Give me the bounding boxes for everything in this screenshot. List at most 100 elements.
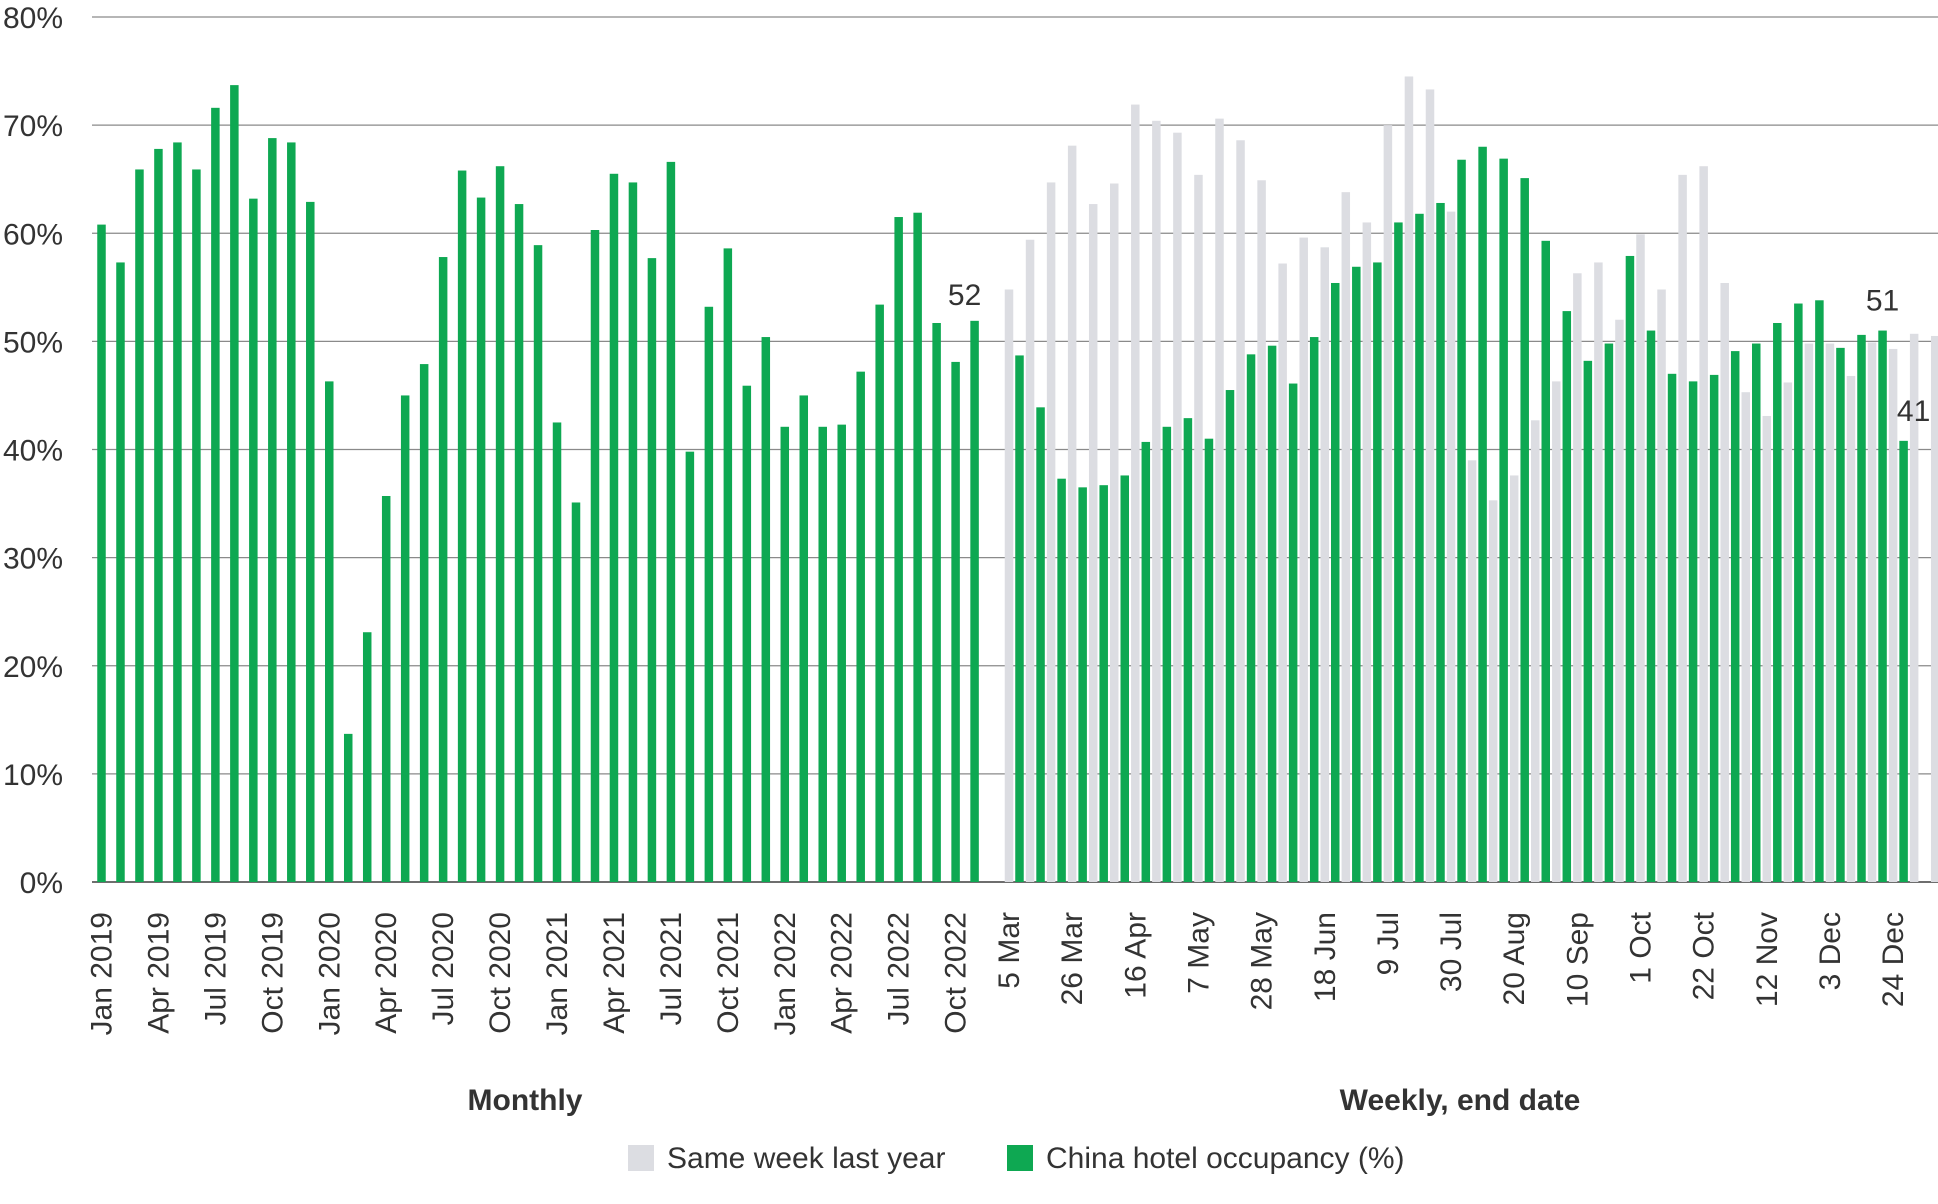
section-label-monthly: Monthly	[468, 1084, 583, 1117]
bar-weekly-last-year	[1362, 222, 1372, 882]
bar-weekly-occupancy	[1099, 485, 1108, 882]
bar-weekly-occupancy	[1583, 360, 1593, 882]
x-tick-label-weekly: 10 Sep	[1561, 912, 1594, 1007]
bar-monthly-occupancy	[780, 426, 790, 882]
bar-weekly-last-year	[1741, 392, 1750, 882]
bar-monthly-occupancy	[438, 257, 448, 883]
bar-weekly-last-year	[1720, 282, 1729, 882]
bar-weekly-occupancy	[1625, 255, 1635, 883]
bar-weekly-occupancy	[1373, 262, 1382, 883]
y-tick-label: 50%	[3, 326, 63, 359]
legend-label-occupancy: China hotel occupancy (%)	[1046, 1142, 1405, 1175]
bar-monthly-occupancy	[590, 230, 600, 883]
bar-weekly-last-year	[1573, 273, 1582, 883]
bar-monthly-occupancy	[381, 495, 391, 882]
legend: Same week last year China hotel occupanc…	[628, 1142, 1405, 1175]
bar-weekly-occupancy	[1520, 178, 1529, 882]
y-tick-label: 60%	[3, 218, 63, 251]
bar-weekly-last-year	[1467, 460, 1477, 882]
x-tick-label-monthly: Apr 2022	[826, 912, 859, 1034]
bar-weekly-last-year	[1804, 343, 1814, 883]
bar-weekly-last-year	[1341, 192, 1351, 883]
bar-monthly-occupancy	[723, 248, 733, 882]
bar-weekly-last-year	[1531, 420, 1540, 882]
bar-weekly-last-year	[1257, 180, 1266, 883]
x-tick-label-monthly: Jan 2021	[541, 912, 574, 1035]
bar-monthly-occupancy	[856, 371, 865, 882]
y-tick-label: 80%	[3, 2, 63, 35]
bar-monthly-occupancy	[325, 381, 334, 882]
bar-weekly-last-year	[1699, 166, 1708, 882]
legend-label-last-year: Same week last year	[667, 1142, 945, 1175]
bar-monthly-occupancy	[249, 198, 258, 882]
x-tick-label-weekly: 26 Mar	[1056, 912, 1089, 1005]
bar-weekly-occupancy	[1078, 487, 1087, 882]
legend-swatch-occupancy	[1007, 1145, 1033, 1171]
x-tick-label-weekly: 16 Apr	[1119, 912, 1152, 999]
x-tick-label-monthly: Jan 2019	[86, 912, 119, 1035]
bar-weekly-occupancy	[1730, 351, 1740, 882]
bar-monthly-occupancy	[837, 424, 846, 882]
y-tick-label: 70%	[3, 110, 63, 143]
bar-weekly-occupancy	[1562, 311, 1572, 883]
bar-weekly-last-year	[1088, 204, 1098, 882]
bar-weekly-occupancy	[1204, 438, 1214, 882]
bar-weekly-occupancy	[1878, 330, 1887, 882]
bar-weekly-last-year	[1930, 335, 1938, 882]
bar-weekly-occupancy	[1794, 303, 1803, 882]
bar-weekly-last-year	[1320, 247, 1329, 882]
bars	[97, 76, 1938, 883]
data-label-weekly-prev: 51	[1866, 285, 1899, 318]
bar-weekly-last-year	[1278, 263, 1287, 882]
bar-weekly-last-year	[1404, 76, 1414, 882]
y-axis-tick-labels: 0% 10% 20% 30% 40% 50% 60% 70% 80%	[3, 2, 63, 900]
bar-monthly-occupancy	[799, 395, 809, 882]
bar-monthly-occupancy	[362, 632, 372, 882]
bar-weekly-occupancy	[1394, 222, 1403, 882]
bar-weekly-occupancy	[1057, 478, 1066, 882]
bar-weekly-occupancy	[1899, 440, 1908, 882]
bar-weekly-occupancy	[1331, 282, 1340, 882]
x-tick-label-monthly: Jul 2021	[655, 912, 688, 1025]
bar-weekly-occupancy	[1836, 347, 1845, 882]
bar-monthly-occupancy	[913, 212, 922, 883]
bar-monthly-occupancy	[476, 197, 486, 883]
y-tick-label: 10%	[3, 759, 63, 792]
bar-weekly-last-year	[1025, 239, 1035, 883]
bar-monthly-occupancy	[192, 169, 201, 883]
x-tick-label-weekly: 30 Jul	[1435, 912, 1468, 992]
bar-monthly-occupancy	[685, 451, 695, 882]
bar-monthly-occupancy	[875, 304, 884, 882]
bar-weekly-last-year	[1004, 289, 1014, 883]
x-tick-label-weekly: 18 Jun	[1309, 912, 1342, 1002]
bar-weekly-last-year	[1678, 174, 1687, 883]
bar-weekly-occupancy	[1162, 426, 1172, 882]
bar-weekly-occupancy	[1183, 418, 1193, 882]
bar-weekly-last-year	[1636, 234, 1645, 883]
bar-weekly-occupancy	[1288, 383, 1298, 882]
x-tick-label-monthly: Jan 2022	[769, 912, 802, 1035]
data-label-weekly-last: 41	[1897, 395, 1930, 428]
x-tick-label-monthly: Oct 2020	[484, 912, 517, 1034]
x-tick-label-weekly: 7 May	[1182, 912, 1215, 994]
bar-monthly-occupancy	[609, 173, 619, 882]
y-tick-label: 0%	[20, 867, 63, 900]
x-tick-label-weekly: 22 Oct	[1688, 911, 1721, 1000]
bar-weekly-last-year	[1299, 237, 1308, 882]
bar-weekly-occupancy	[1688, 381, 1698, 882]
y-tick-label: 40%	[3, 435, 63, 468]
bar-monthly-occupancy	[306, 201, 315, 883]
bar-weekly-last-year	[1131, 104, 1140, 883]
bar-weekly-occupancy	[1499, 158, 1508, 883]
bar-monthly-occupancy	[533, 245, 543, 883]
bar-weekly-last-year	[1867, 342, 1877, 882]
bar-monthly-occupancy	[154, 148, 163, 883]
x-tick-label-weekly: 3 Dec	[1814, 912, 1847, 990]
bar-weekly-occupancy	[1457, 159, 1466, 883]
bar-weekly-last-year	[1594, 262, 1603, 883]
x-tick-label-monthly: Apr 2021	[598, 912, 631, 1034]
bar-monthly-occupancy	[268, 138, 277, 883]
bar-monthly-occupancy	[552, 422, 562, 882]
